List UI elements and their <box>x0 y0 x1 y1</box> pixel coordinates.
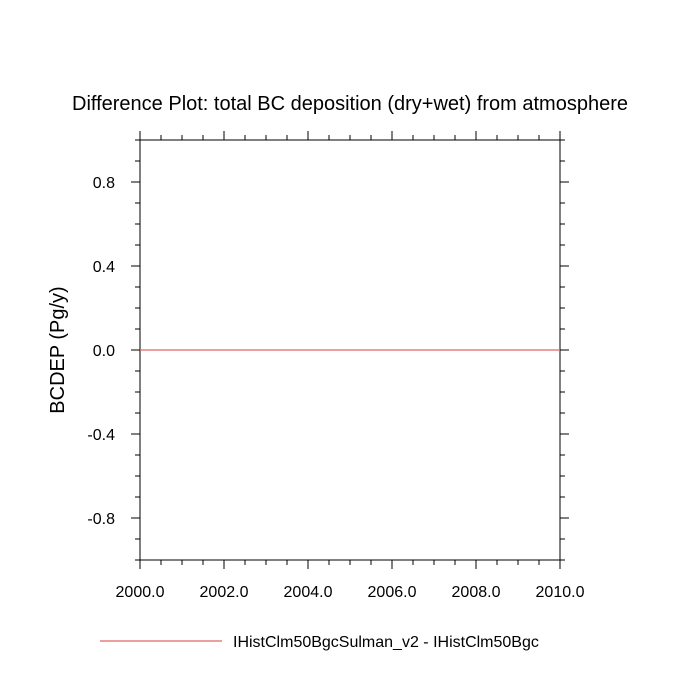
x-tick-label: 2002.0 <box>200 584 249 601</box>
y-tick-label: 0.4 <box>93 259 115 276</box>
x-tick-label: 2008.0 <box>452 584 501 601</box>
y-axis-label: BCDEP (Pg/y) <box>47 286 69 413</box>
y-tick-labels: 0.8 0.4 0.0 -0.4 -0.8 <box>87 175 115 528</box>
y-tick-label: -0.8 <box>87 511 115 528</box>
y-tick-label: 0.8 <box>93 175 115 192</box>
y-tick-label: -0.4 <box>87 427 115 444</box>
x-tick-label: 2000.0 <box>116 584 165 601</box>
legend: IHistClm50BgcSulman_v2 - IHistClm50Bgc <box>100 634 539 651</box>
x-tick-label: 2010.0 <box>536 584 585 601</box>
x-tick-labels: 2000.0 2002.0 2004.0 2006.0 2008.0 2010.0 <box>116 584 585 601</box>
y-tick-label: 0.0 <box>93 343 115 360</box>
x-tick-label: 2006.0 <box>368 584 417 601</box>
minor-ticks <box>135 135 565 565</box>
legend-label: IHistClm50BgcSulman_v2 - IHistClm50Bgc <box>233 634 539 651</box>
x-tick-label: 2004.0 <box>284 584 333 601</box>
chart-title: Difference Plot: total BC deposition (dr… <box>72 93 628 115</box>
major-ticks <box>131 131 569 569</box>
